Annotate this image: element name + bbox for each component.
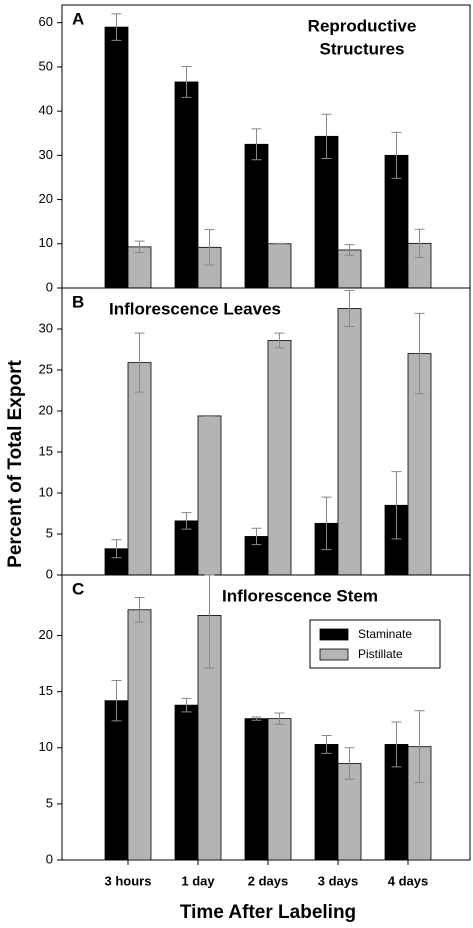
bar: [244, 718, 269, 861]
y-tick-label: 10: [39, 739, 53, 754]
error-bar: [181, 65, 192, 98]
legend-swatch: [319, 648, 349, 661]
error-bar: [274, 242, 285, 245]
panel-letter: C: [72, 579, 84, 598]
y-tick-label: 20: [39, 627, 53, 642]
error-bar: [204, 229, 215, 266]
error-bar: [134, 240, 145, 254]
error-bar: [391, 721, 402, 768]
error-bar: [181, 512, 192, 530]
error-bar: [344, 244, 355, 256]
bar: [127, 362, 152, 576]
y-tick-label: 50: [39, 58, 53, 73]
panel-title: Inflorescence Leaves: [109, 299, 281, 318]
bar: [314, 135, 339, 289]
error-bar: [274, 712, 285, 725]
y-tick-label: 40: [39, 103, 53, 118]
error-bar: [204, 574, 215, 669]
error-bar: [251, 716, 262, 721]
x-axis-label: Time After Labeling: [180, 902, 356, 923]
y-tick-label: 10: [39, 235, 53, 250]
y-tick-label: 25: [39, 361, 53, 376]
legend-label: Staminate: [358, 627, 412, 641]
error-bar: [204, 415, 215, 417]
panel-title: Reproductive: [308, 16, 417, 35]
error-bar: [321, 496, 332, 551]
error-bar: [391, 131, 402, 179]
x-tick-label: 4 days: [388, 873, 428, 888]
bar: [244, 143, 269, 289]
bar: [267, 243, 292, 289]
bar: [174, 81, 199, 289]
y-axis-label: Percent of Total Export: [5, 360, 26, 568]
bar: [314, 744, 339, 861]
bar: [267, 340, 292, 576]
y-tick-label: 20: [39, 191, 53, 206]
bar: [127, 609, 152, 861]
legend-swatch: [319, 628, 349, 641]
error-bar: [414, 228, 425, 258]
y-tick-label: 5: [46, 525, 53, 540]
y-tick-label: 15: [39, 683, 53, 698]
panel-title: Inflorescence Stem: [222, 586, 378, 605]
y-tick-label: 5: [46, 795, 53, 810]
y-tick-label: 30: [39, 320, 53, 335]
error-bar: [111, 539, 122, 559]
bar: [337, 308, 362, 576]
y-tick-label: 15: [39, 443, 53, 458]
x-tick-label: 3 days: [318, 873, 358, 888]
bar: [104, 26, 129, 289]
error-bar: [321, 113, 332, 159]
error-bar: [251, 128, 262, 161]
error-bar: [321, 734, 332, 754]
y-tick-label: 0: [46, 279, 53, 294]
error-bar: [274, 332, 285, 349]
y-tick-label: 0: [46, 566, 53, 581]
x-tick-label: 1 day: [181, 873, 215, 888]
legend-label: Pistillate: [358, 647, 403, 661]
error-bar: [111, 13, 122, 41]
error-bar: [414, 312, 425, 395]
bar: [197, 415, 222, 576]
error-bar: [344, 289, 355, 328]
error-bar: [251, 527, 262, 546]
error-bar: [414, 710, 425, 784]
bar: [174, 704, 199, 861]
error-bar: [134, 332, 145, 393]
x-tick-label: 2 days: [248, 873, 288, 888]
error-bar: [344, 747, 355, 780]
x-tick-label: 3 hours: [105, 873, 152, 888]
panel-letter: B: [72, 292, 84, 311]
y-tick-label: 0: [46, 851, 53, 866]
y-tick-label: 60: [39, 14, 53, 29]
bar: [104, 700, 129, 861]
y-tick-label: 20: [39, 402, 53, 417]
panel-title: Structures: [319, 39, 404, 58]
error-bar: [111, 679, 122, 722]
error-bar: [181, 697, 192, 713]
y-tick-label: 30: [39, 147, 53, 162]
panel-letter: A: [72, 9, 84, 28]
error-bar: [134, 596, 145, 623]
error-bar: [391, 471, 402, 540]
bar: [267, 718, 292, 861]
y-tick-label: 10: [39, 484, 53, 499]
